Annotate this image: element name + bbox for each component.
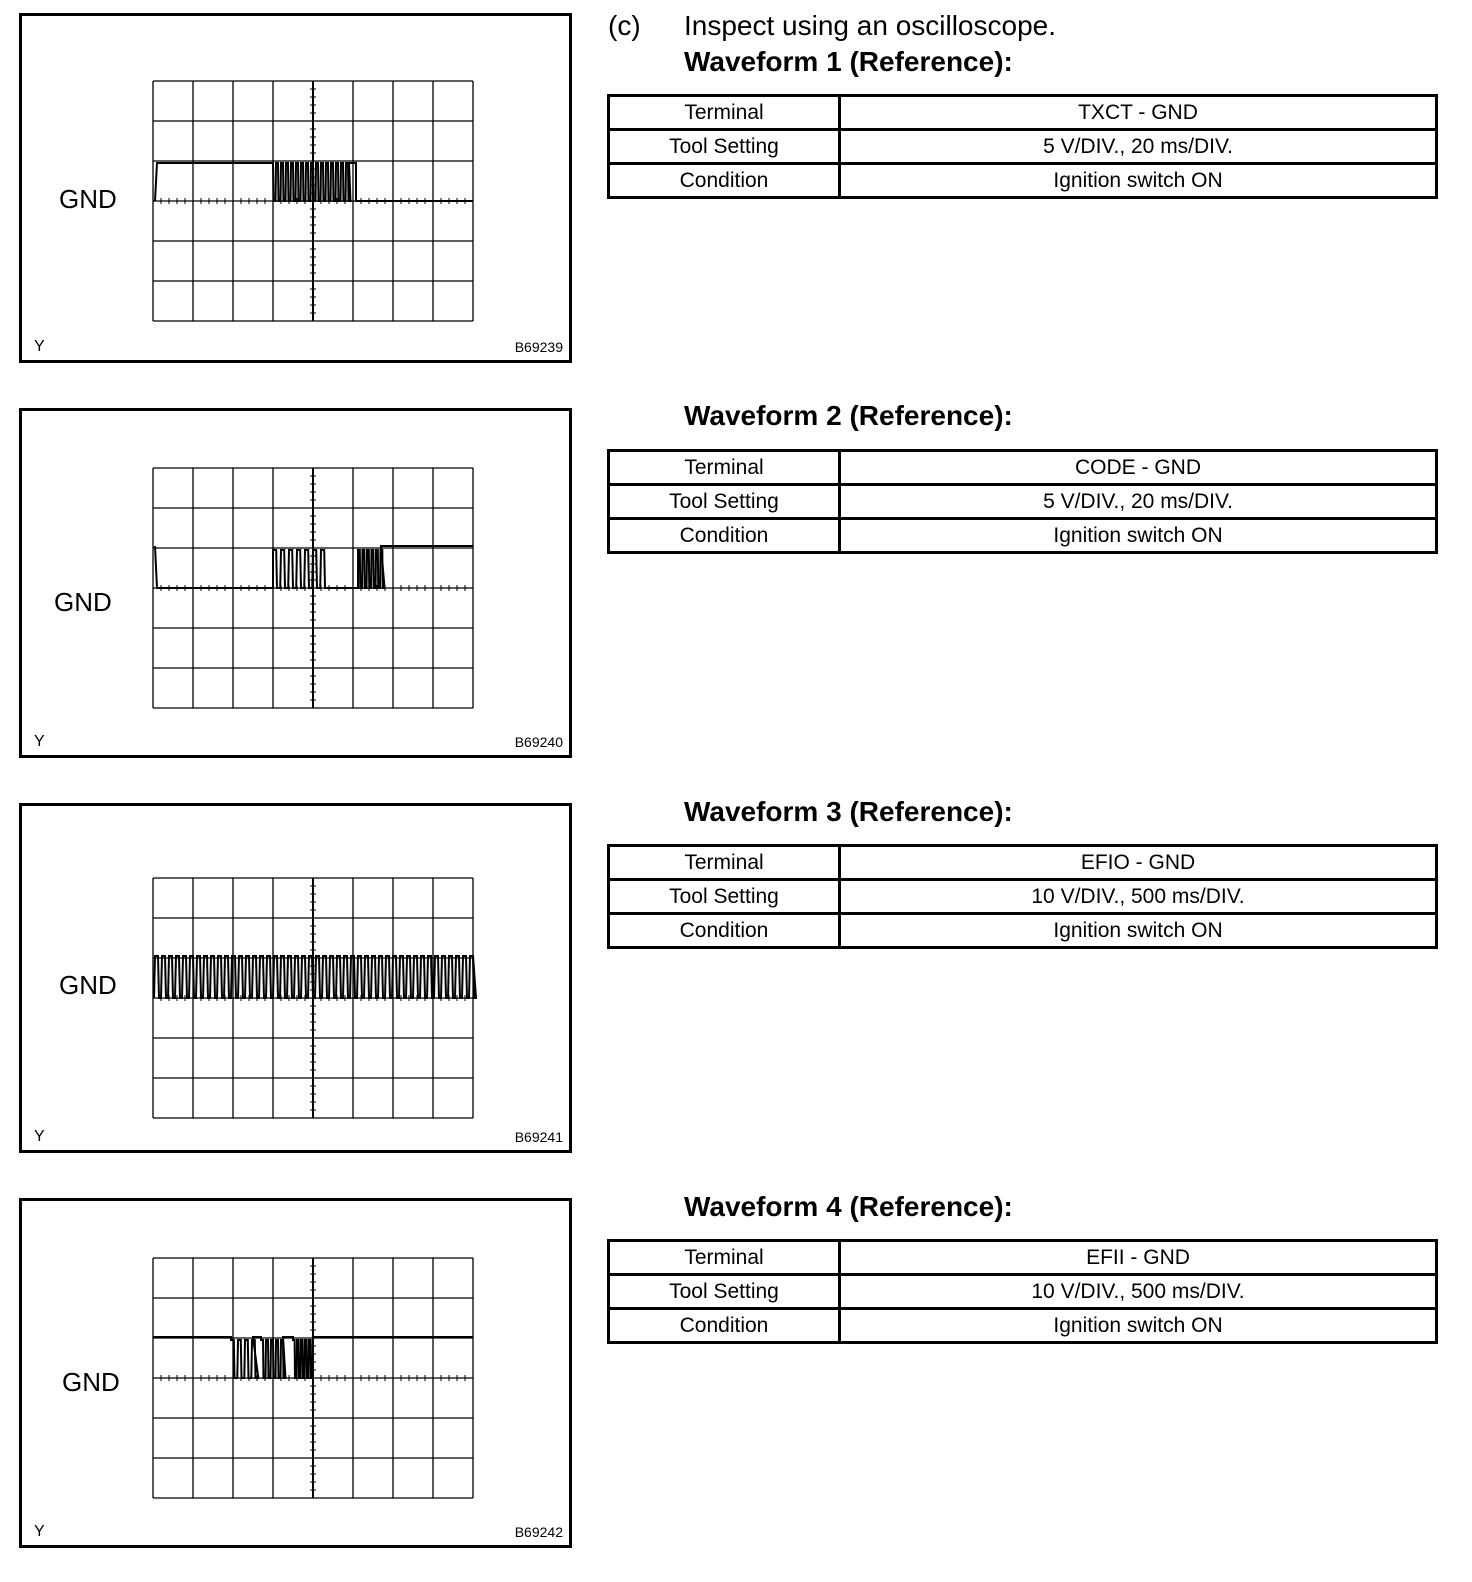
oscilloscope-grid bbox=[152, 80, 474, 322]
oscilloscope-grid bbox=[152, 877, 478, 1119]
waveform-spec-table: Terminal TXCT - GND Tool Setting 5 V/DIV., … bbox=[607, 94, 1438, 199]
row-value: 5 V/DIV., 20 ms/DIV. bbox=[838, 128, 1438, 165]
figure-code: B69242 bbox=[514, 1524, 563, 1540]
table-row: Tool Setting 10 V/DIV., 500 ms/DIV. bbox=[607, 1273, 1438, 1310]
row-key: Tool Setting bbox=[607, 128, 841, 165]
waveform-spec-table: Terminal CODE - GND Tool Setting 5 V/DIV., … bbox=[607, 449, 1438, 554]
row-value: 10 V/DIV., 500 ms/DIV. bbox=[838, 878, 1438, 915]
oscilloscope-figure-1: GND Y B69239 bbox=[19, 13, 572, 363]
oscilloscope-grid bbox=[152, 467, 474, 709]
row-key: Condition bbox=[607, 162, 841, 199]
row-value: Ignition switch ON bbox=[838, 1307, 1438, 1344]
waveform-title: Waveform 1 (Reference): bbox=[684, 46, 1013, 77]
waveform-trace bbox=[153, 955, 478, 999]
row-value: EFII - GND bbox=[838, 1239, 1438, 1276]
oscilloscope-figure-4: GND Y B69242 bbox=[19, 1198, 572, 1548]
row-key: Terminal bbox=[607, 94, 841, 131]
row-value: Ignition switch ON bbox=[838, 912, 1438, 949]
y-label: Y bbox=[34, 1128, 45, 1145]
waveform-trace bbox=[153, 1336, 473, 1379]
row-key: Condition bbox=[607, 517, 841, 554]
row-value: 5 V/DIV., 20 ms/DIV. bbox=[838, 483, 1438, 520]
waveform-spec-table: Terminal EFII - GND Tool Setting 10 V/DIV.,… bbox=[607, 1239, 1438, 1344]
gnd-label: GND bbox=[59, 970, 117, 1000]
gnd-label: GND bbox=[59, 184, 117, 214]
row-key: Terminal bbox=[607, 449, 841, 486]
table-row: Condition Ignition switch ON bbox=[607, 162, 1438, 199]
row-key: Condition bbox=[607, 1307, 841, 1344]
y-label: Y bbox=[34, 733, 45, 750]
waveform-title: Waveform 3 (Reference): bbox=[684, 796, 1013, 827]
table-row: Tool Setting 5 V/DIV., 20 ms/DIV. bbox=[607, 483, 1438, 520]
row-key: Tool Setting bbox=[607, 1273, 841, 1310]
figure-code: B69239 bbox=[514, 339, 563, 355]
row-value: 10 V/DIV., 500 ms/DIV. bbox=[838, 1273, 1438, 1310]
row-key: Terminal bbox=[607, 844, 841, 881]
row-value: TXCT - GND bbox=[838, 94, 1438, 131]
row-key: Terminal bbox=[607, 1239, 841, 1276]
row-key: Condition bbox=[607, 912, 841, 949]
gnd-label: GND bbox=[54, 587, 112, 617]
waveform-title: Waveform 4 (Reference): bbox=[684, 1191, 1013, 1222]
row-key: Tool Setting bbox=[607, 878, 841, 915]
waveform-trace bbox=[154, 545, 473, 589]
y-label: Y bbox=[34, 338, 45, 355]
table-row: Condition Ignition switch ON bbox=[607, 1307, 1438, 1344]
table-row: Terminal EFIO - GND bbox=[607, 844, 1438, 881]
y-label: Y bbox=[34, 1523, 45, 1540]
oscilloscope-figure-2: GND Y B69240 bbox=[19, 408, 572, 758]
table-row: Terminal CODE - GND bbox=[607, 449, 1438, 486]
waveform-spec-table: Terminal EFIO - GND Tool Setting 10 V/DIV.,… bbox=[607, 844, 1438, 949]
figure-code: B69240 bbox=[514, 734, 563, 750]
table-row: Tool Setting 10 V/DIV., 500 ms/DIV. bbox=[607, 878, 1438, 915]
waveform-trace bbox=[154, 162, 473, 202]
row-value: CODE - GND bbox=[838, 449, 1438, 486]
row-key: Tool Setting bbox=[607, 483, 841, 520]
figure-code: B69241 bbox=[514, 1129, 563, 1145]
intro-text: Inspect using an oscilloscope. bbox=[684, 10, 1056, 41]
row-value: EFIO - GND bbox=[838, 844, 1438, 881]
table-row: Condition Ignition switch ON bbox=[607, 517, 1438, 554]
table-row: Tool Setting 5 V/DIV., 20 ms/DIV. bbox=[607, 128, 1438, 165]
row-value: Ignition switch ON bbox=[838, 162, 1438, 199]
waveform-title: Waveform 2 (Reference): bbox=[684, 400, 1013, 431]
table-row: Terminal TXCT - GND bbox=[607, 94, 1438, 131]
step-label: (c) bbox=[608, 10, 641, 41]
table-row: Terminal EFII - GND bbox=[607, 1239, 1438, 1276]
row-value: Ignition switch ON bbox=[838, 517, 1438, 554]
oscilloscope-grid bbox=[152, 1257, 474, 1499]
gnd-label: GND bbox=[62, 1367, 120, 1397]
table-row: Condition Ignition switch ON bbox=[607, 912, 1438, 949]
oscilloscope-figure-3: GND Y B69241 bbox=[19, 803, 572, 1153]
